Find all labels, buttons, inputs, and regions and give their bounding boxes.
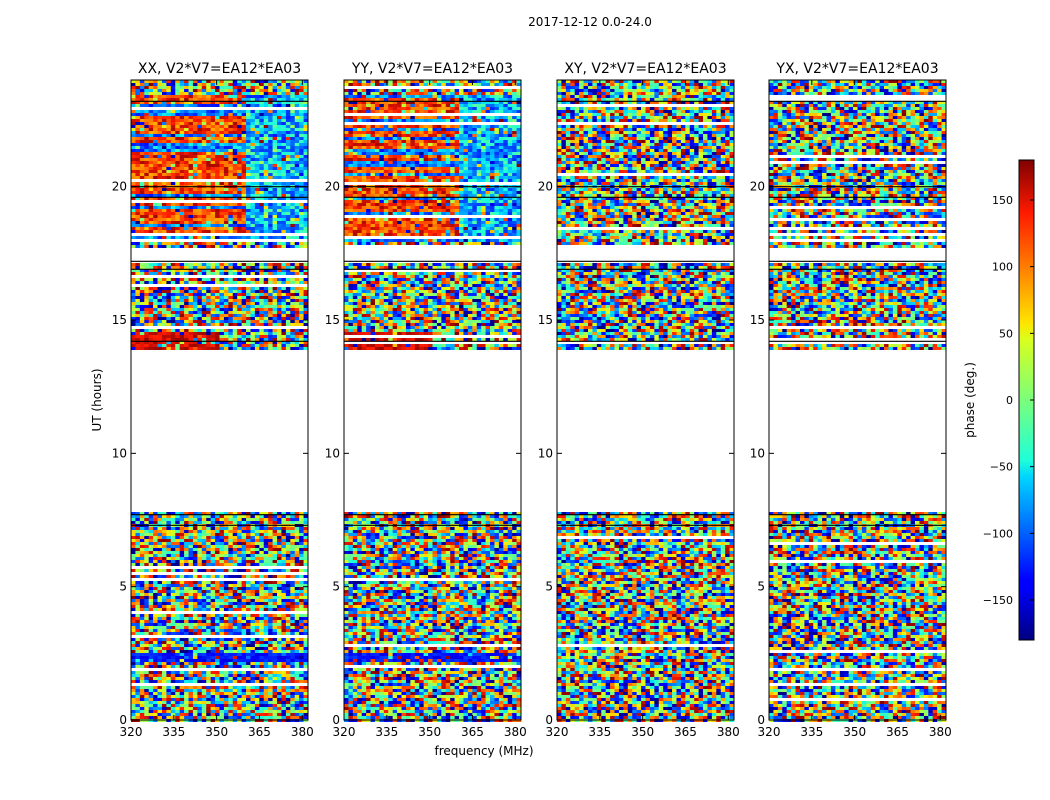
panel-title: XY, V2*V7=EA12*EA03: [564, 61, 726, 77]
x-tick-label: 365: [674, 725, 697, 739]
y-tick-label: 10: [325, 446, 340, 460]
x-tick-label: 320: [758, 725, 781, 739]
y-axis-label: UT (hours): [90, 368, 104, 431]
x-tick-label: 380: [504, 725, 527, 739]
y-tick-label: 5: [545, 580, 553, 594]
y-tick-label: 10: [538, 446, 553, 460]
y-tick-label: 10: [112, 446, 127, 460]
x-tick-label: 365: [248, 725, 271, 739]
x-tick-label: 350: [418, 725, 441, 739]
figure-suptitle: 2017-12-12 0.0-24.0: [528, 15, 652, 29]
panel-title: XX, V2*V7=EA12*EA03: [138, 61, 301, 77]
x-tick-label: 335: [162, 725, 185, 739]
y-tick-label: 20: [538, 180, 553, 194]
colorbar-tick-label: 100: [992, 261, 1013, 274]
colorbar-tick-label: 50: [999, 327, 1013, 340]
y-tick-label: 5: [332, 580, 340, 594]
y-tick-label: 5: [757, 580, 765, 594]
heatmap-cells: [557, 80, 734, 722]
heatmap-cells: [769, 80, 946, 722]
x-tick-label: 335: [375, 725, 398, 739]
y-tick-label: 15: [750, 313, 765, 327]
heatmap-cells: [344, 80, 521, 722]
x-tick-label: 320: [333, 725, 356, 739]
colorbar-tick-label: 0: [1006, 394, 1013, 407]
colorbar-tick-label: −150: [983, 594, 1013, 607]
x-tick-label: 320: [546, 725, 569, 739]
y-tick-label: 0: [757, 713, 765, 727]
y-tick-label: 20: [750, 180, 765, 194]
x-tick-label: 380: [291, 725, 314, 739]
x-tick-label: 380: [929, 725, 952, 739]
x-tick-label: 350: [205, 725, 228, 739]
x-tick-label: 365: [886, 725, 909, 739]
panels-group: XX, V2*V7=EA12*EA03 320 335 350 365 380 0 5 10 15…: [112, 61, 952, 739]
panel-yx: YX, V2*V7=EA12*EA03 320 335 350 365 380 0 5 10 15…: [750, 61, 952, 739]
x-tick-label: 335: [588, 725, 611, 739]
y-tick-label: 10: [750, 446, 765, 460]
y-tick-label: 15: [325, 313, 340, 327]
panel-yy: YY, V2*V7=EA12*EA03 320 335 350 365 380 0 5 10 15…: [325, 61, 527, 739]
panel-title: YX, V2*V7=EA12*EA03: [775, 61, 938, 77]
panel-xx: XX, V2*V7=EA12*EA03 320 335 350 365 380 0 5 10 15…: [112, 61, 314, 739]
x-tick-label: 350: [631, 725, 654, 739]
y-tick-label: 15: [112, 313, 127, 327]
y-tick-label: 0: [332, 713, 340, 727]
y-tick-label: 20: [325, 180, 340, 194]
colorbar-tick-label: −100: [983, 527, 1013, 540]
panel-xy: XY, V2*V7=EA12*EA03 320 335 350 365 380 0 5 10 15…: [538, 61, 740, 739]
panel-title: YY, V2*V7=EA12*EA03: [351, 61, 513, 77]
y-tick-label: 0: [545, 713, 553, 727]
x-tick-label: 320: [120, 725, 143, 739]
heatmap-cells: [131, 80, 308, 722]
y-tick-label: 5: [119, 580, 127, 594]
colorbar-label: phase (deg.): [963, 362, 977, 438]
colorbar-tick-label: 150: [992, 194, 1013, 207]
y-tick-label: 20: [112, 180, 127, 194]
x-axis-label: frequency (MHz): [434, 744, 533, 758]
x-tick-label: 350: [843, 725, 866, 739]
figure: 2017-12-12 0.0-24.0 UT (hours) frequency…: [0, 0, 1050, 800]
colorbar-tick-label: −50: [990, 461, 1013, 474]
y-tick-label: 15: [538, 313, 553, 327]
x-tick-label: 335: [800, 725, 823, 739]
y-tick-label: 0: [119, 713, 127, 727]
colorbar: −150 −100 −50 0 50 100 150 phase (deg.): [963, 160, 1034, 640]
x-tick-label: 380: [717, 725, 740, 739]
x-tick-label: 365: [461, 725, 484, 739]
